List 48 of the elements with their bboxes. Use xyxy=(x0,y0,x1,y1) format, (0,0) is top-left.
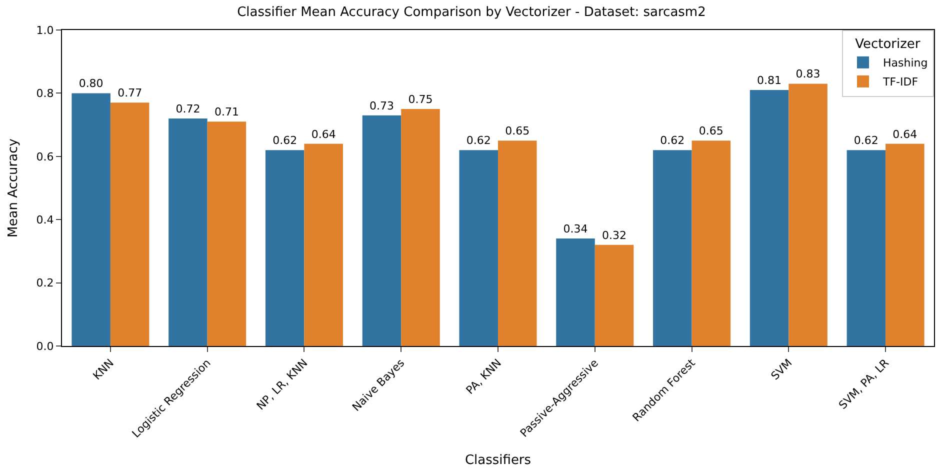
y-tick-label: 1.0 xyxy=(36,24,54,37)
data-label: 0.81 xyxy=(757,74,782,88)
bar xyxy=(168,118,208,346)
data-label: 0.32 xyxy=(602,228,627,242)
data-label: 0.77 xyxy=(118,86,142,100)
data-label: 0.73 xyxy=(369,99,394,112)
bar xyxy=(362,115,402,346)
bar xyxy=(72,93,110,346)
data-label: 0.65 xyxy=(505,124,530,138)
bar xyxy=(498,140,537,346)
y-tick-label: 0.6 xyxy=(36,150,54,164)
bar xyxy=(594,244,634,346)
data-label: 0.62 xyxy=(660,134,685,148)
legend-label: Hashing xyxy=(883,56,928,70)
bar xyxy=(459,150,498,346)
data-label: 0.62 xyxy=(854,134,878,148)
bar xyxy=(265,150,304,346)
bar xyxy=(207,122,246,346)
data-label: 0.71 xyxy=(214,106,239,119)
data-label: 0.64 xyxy=(311,128,336,141)
bar xyxy=(886,144,924,346)
bar xyxy=(692,140,731,346)
data-label: 0.65 xyxy=(698,124,724,138)
data-label: 0.72 xyxy=(176,102,200,116)
legend-label: TF-IDF xyxy=(882,76,918,89)
legend-title: Vectorizer xyxy=(855,36,921,52)
data-label: 0.34 xyxy=(563,222,588,236)
bar xyxy=(846,150,886,346)
bar xyxy=(750,90,789,346)
y-tick-label: 0.0 xyxy=(36,340,54,353)
data-label: 0.62 xyxy=(272,134,298,148)
data-label: 0.83 xyxy=(796,68,820,81)
bar xyxy=(110,102,150,346)
chart-title: Classifier Mean Accuracy Comparison by Vectorizer - Dataset: sarcasm2 xyxy=(237,5,706,20)
x-axis-title: Classifiers xyxy=(464,452,532,468)
y-tick-label: 0.2 xyxy=(36,276,54,290)
data-label: 0.80 xyxy=(78,77,104,90)
data-label: 0.62 xyxy=(466,134,491,148)
bar xyxy=(653,150,692,346)
y-axis-title: Mean Accuracy xyxy=(6,138,22,238)
y-tick-label: 0.4 xyxy=(36,213,54,226)
y-tick-label: 0.8 xyxy=(36,87,54,100)
bar xyxy=(788,84,828,346)
bar xyxy=(304,144,343,346)
data-label: 0.64 xyxy=(892,128,918,141)
bar xyxy=(556,238,595,346)
bar xyxy=(401,109,440,346)
data-label: 0.75 xyxy=(408,93,433,106)
